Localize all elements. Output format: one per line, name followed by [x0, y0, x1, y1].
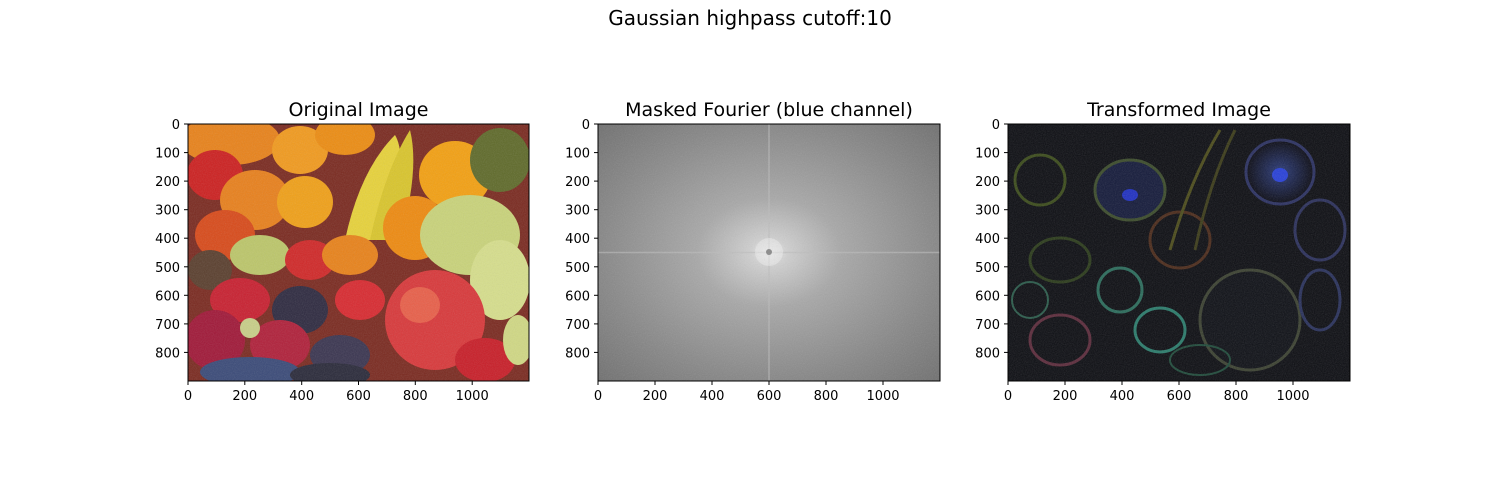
- y-tick-label: 0: [582, 118, 590, 133]
- x-tick-label: 1000: [866, 389, 899, 404]
- x-tick-label: 400: [1110, 389, 1135, 404]
- y-tick-label: 700: [975, 318, 1000, 333]
- y-tick-label: 100: [565, 147, 590, 162]
- x-tick-label: 800: [814, 389, 839, 404]
- x-tick-label: 600: [346, 389, 371, 404]
- x-tick-label: 400: [289, 389, 314, 404]
- y-tick-label: 400: [155, 232, 180, 247]
- x-tick-label: 0: [184, 389, 192, 404]
- y-tick-label: 600: [155, 289, 180, 304]
- panel-title: Masked Fourier (blue channel): [625, 99, 913, 121]
- y-tick-label: 100: [975, 147, 1000, 162]
- fruit-photo: [188, 124, 529, 381]
- y-tick-label: 0: [172, 118, 180, 133]
- panel-original: Original Image: [155, 99, 530, 404]
- x-axis: 0 200 400 600 800 1000: [184, 381, 489, 404]
- y-tick-label: 200: [975, 175, 1000, 190]
- y-axis: 0 100 200 300 400 500 600 700 800: [565, 118, 598, 361]
- x-axis: 0 200 400 600 800 1000: [594, 381, 900, 404]
- panel-transformed: Transformed Image: [975, 99, 1351, 404]
- y-tick-label: 400: [975, 232, 1000, 247]
- y-tick-label: 300: [155, 204, 180, 219]
- y-tick-label: 200: [155, 175, 180, 190]
- x-tick-label: 200: [1053, 389, 1078, 404]
- fourier-spectrum: [598, 124, 940, 381]
- x-tick-label: 200: [643, 389, 668, 404]
- y-tick-label: 0: [992, 118, 1000, 133]
- figure-suptitle: Gaussian highpass cutoff:10: [608, 6, 892, 30]
- y-tick-label: 500: [155, 261, 180, 276]
- y-tick-label: 400: [565, 232, 590, 247]
- x-tick-label: 200: [232, 389, 257, 404]
- highpass-filtered: [1008, 124, 1350, 381]
- y-tick-label: 300: [565, 204, 590, 219]
- y-tick-label: 200: [565, 175, 590, 190]
- x-tick-label: 1000: [1276, 389, 1309, 404]
- y-tick-label: 800: [975, 346, 1000, 361]
- x-tick-label: 1000: [456, 389, 489, 404]
- y-tick-label: 600: [975, 289, 1000, 304]
- y-axis: 0 100 200 300 400 500 600 700 800: [155, 118, 188, 361]
- x-tick-label: 800: [1224, 389, 1249, 404]
- x-tick-label: 400: [700, 389, 725, 404]
- panel-title: Transformed Image: [1086, 99, 1271, 121]
- panel-title: Original Image: [289, 99, 429, 121]
- x-tick-label: 600: [757, 389, 782, 404]
- x-tick-label: 0: [1004, 389, 1012, 404]
- y-tick-label: 500: [565, 261, 590, 276]
- panel-fourier: Masked Fourier (blue channel) 0 200 400 …: [565, 99, 941, 404]
- y-tick-label: 800: [155, 346, 180, 361]
- y-tick-label: 600: [565, 289, 590, 304]
- y-tick-label: 800: [565, 346, 590, 361]
- x-tick-label: 600: [1167, 389, 1192, 404]
- x-tick-label: 800: [403, 389, 428, 404]
- x-tick-label: 0: [594, 389, 602, 404]
- y-tick-label: 700: [155, 318, 180, 333]
- y-tick-label: 500: [975, 261, 1000, 276]
- y-tick-label: 300: [975, 204, 1000, 219]
- y-tick-label: 100: [155, 147, 180, 162]
- x-axis: 0 200 400 600 800 1000: [1004, 381, 1310, 404]
- y-tick-label: 700: [565, 318, 590, 333]
- y-axis: 0 100 200 300 400 500 600 700 800: [975, 118, 1008, 361]
